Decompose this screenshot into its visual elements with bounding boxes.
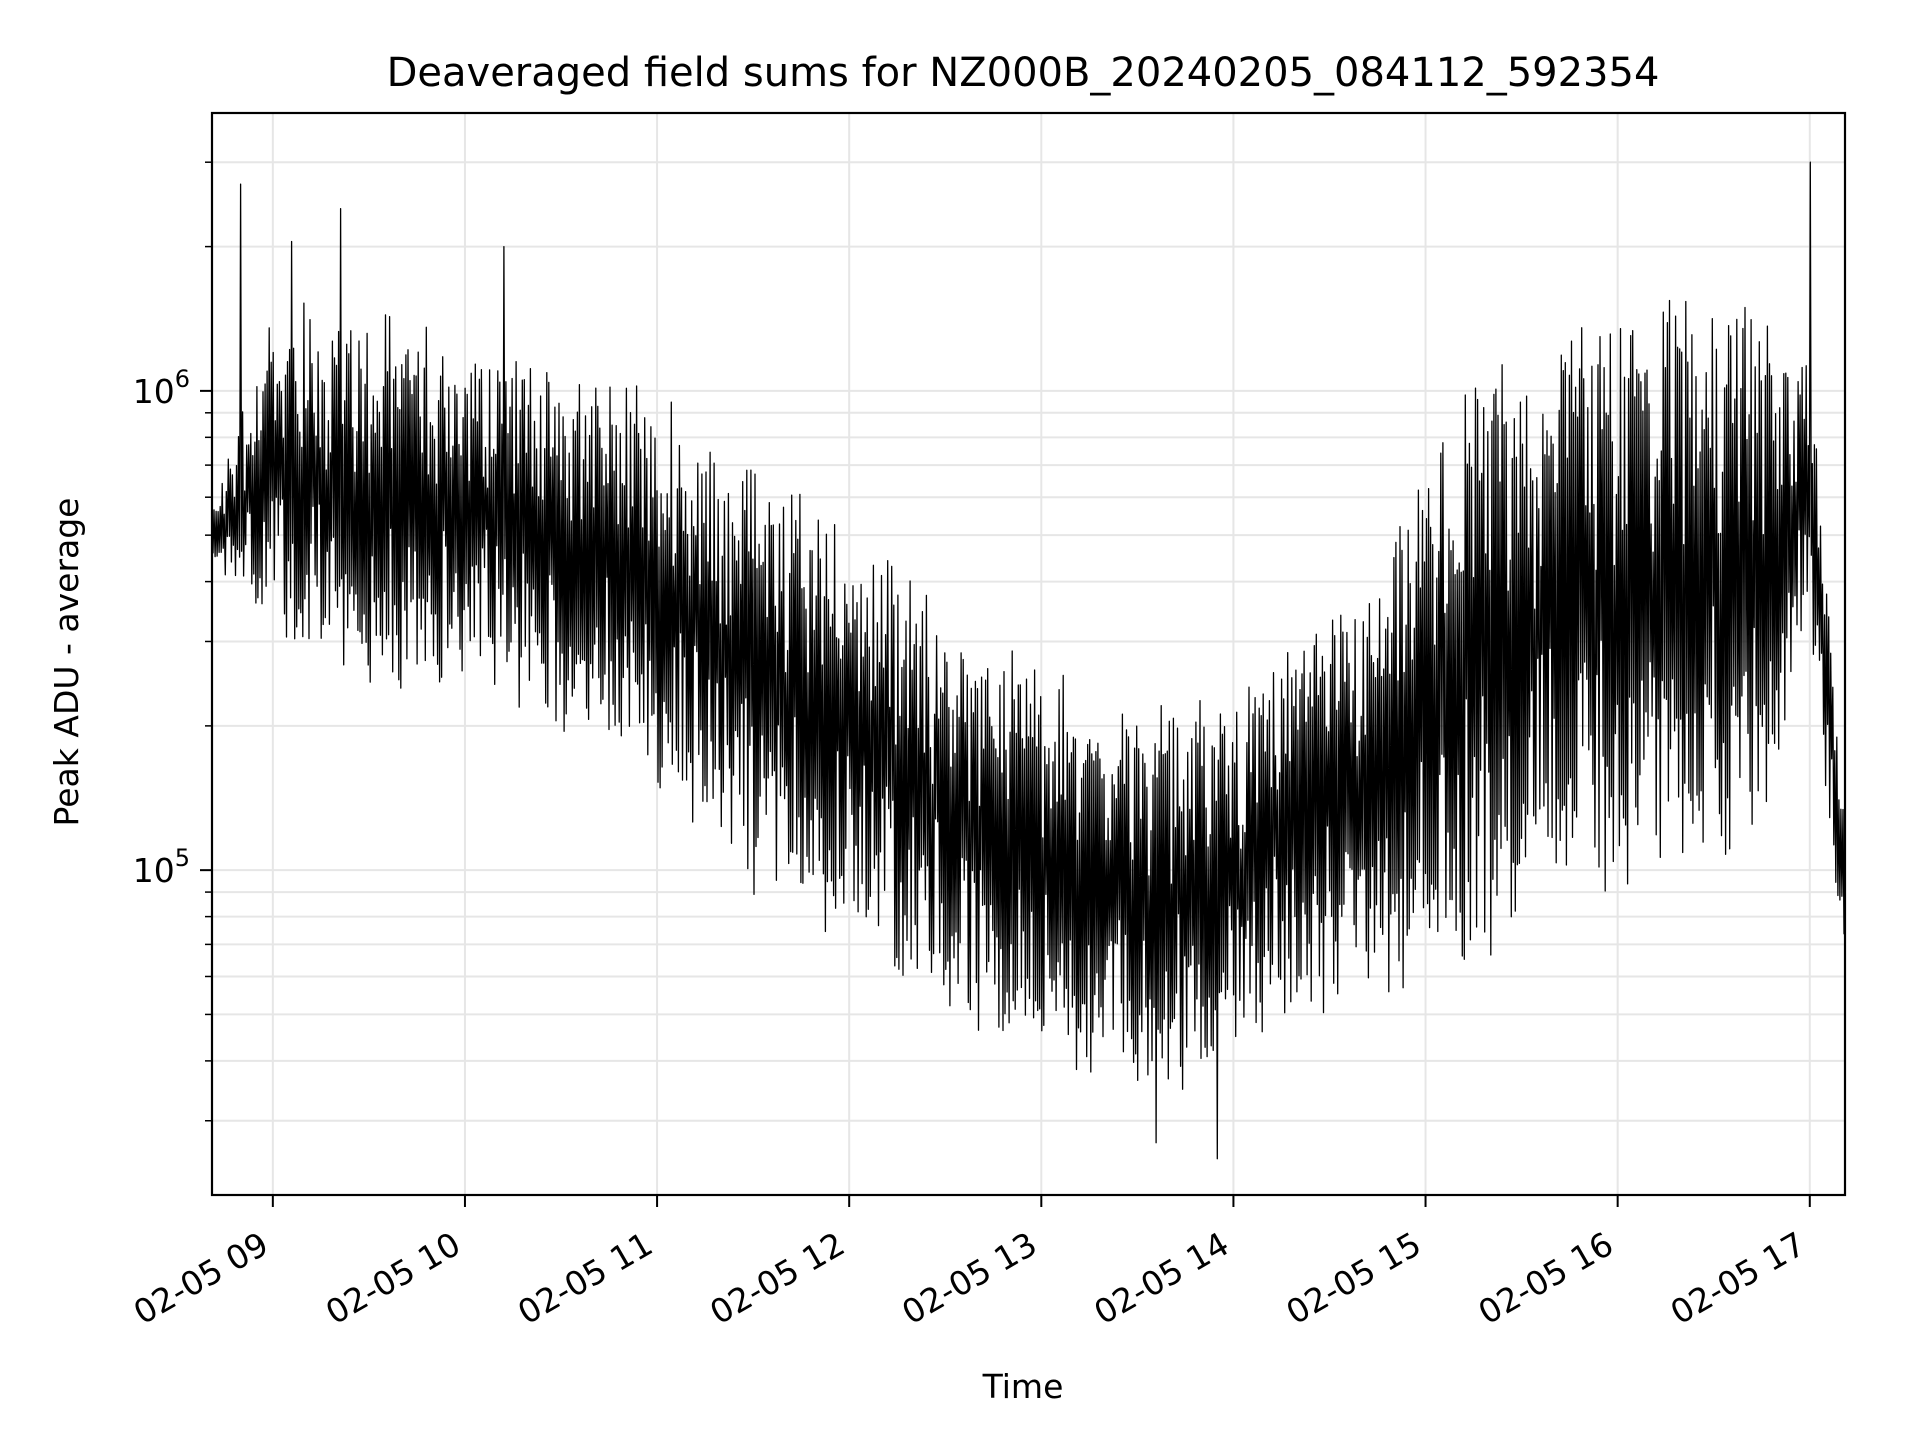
y-tick-label: 106	[133, 365, 190, 411]
series-layer	[211, 161, 1846, 1160]
chart-title: Deaveraged field sums for NZ000B_2024020…	[387, 50, 1660, 96]
plot-frame	[210, 111, 1847, 1197]
y-tick-label: 105	[133, 844, 190, 890]
y-tick-exponent: 6	[175, 365, 190, 393]
y-tick-exponent: 5	[175, 844, 190, 872]
y-axis-label: Peak ADU - average	[47, 498, 86, 827]
x-axis-label: Time	[982, 1367, 1064, 1406]
y-tick-base: 10	[133, 372, 175, 411]
y-tick-base: 10	[133, 851, 175, 890]
series-line	[211, 161, 1846, 1160]
